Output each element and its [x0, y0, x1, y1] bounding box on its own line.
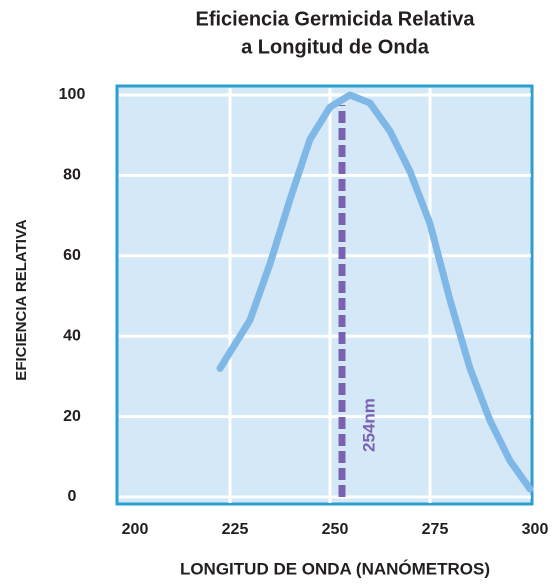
annotation-label: 254nm: [359, 398, 378, 452]
y-tick-label: 20: [63, 408, 81, 425]
y-tick-label: 40: [63, 327, 81, 344]
chart-title: a Longitud de Onda: [241, 36, 430, 58]
y-tick-label: 0: [68, 488, 77, 505]
x-axis-label: LONGITUD DE ONDA (NANÓMETROS): [180, 559, 490, 578]
x-tick-label: 275: [422, 521, 449, 538]
plot-frame: [115, 84, 534, 506]
x-tick-label: 300: [522, 521, 549, 538]
chart-title: Eficiencia Germicida Relativa: [195, 8, 475, 30]
line-series: [216, 91, 534, 493]
y-tick-label: 60: [63, 247, 81, 264]
y-tick-label: 100: [59, 86, 86, 103]
x-tick-label: 200: [122, 521, 149, 538]
y-tick-label: 80: [63, 167, 81, 184]
x-tick-label: 250: [322, 521, 349, 538]
x-tick-label: 225: [222, 521, 249, 538]
y-axis-label: EFICIENCIA RELATIVA: [13, 219, 30, 381]
